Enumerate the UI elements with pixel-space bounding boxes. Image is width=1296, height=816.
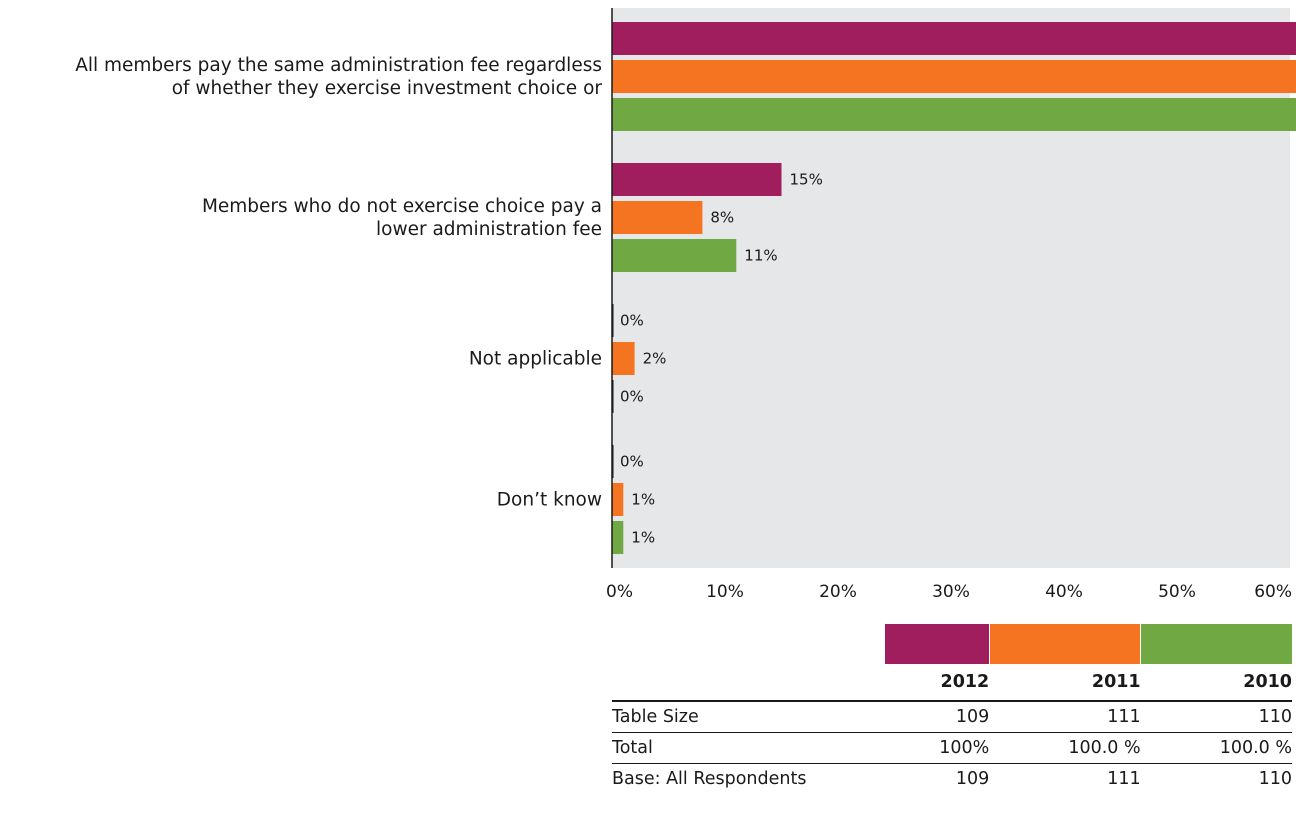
data-label-2012-cat2: 0% bbox=[620, 312, 644, 330]
data-label-2010-cat2: 0% bbox=[620, 388, 644, 406]
table-header-blank bbox=[612, 664, 885, 702]
cell-base-2010: 110 bbox=[1258, 769, 1292, 789]
table-row: Table Size 109 111 110 bbox=[612, 701, 1292, 733]
x-tick-label-1: 10% bbox=[706, 582, 744, 600]
x-tick-label-3: 30% bbox=[932, 582, 970, 600]
cell-base-2011: 111 bbox=[1107, 769, 1141, 789]
cell-total-2010: 100.0 % bbox=[1140, 732, 1292, 764]
bar-2011-cat1 bbox=[612, 201, 703, 234]
bar-2011-cat0 bbox=[612, 60, 1296, 93]
table-row: Base: All Respondents 109 111 110 bbox=[612, 764, 1292, 795]
category-label-3-line0: Don’t know bbox=[497, 490, 602, 511]
table-header-2012: 2012 bbox=[884, 664, 990, 702]
cell-table-size-2012: 109 bbox=[884, 701, 990, 733]
x-tick-label-6: 60% bbox=[1254, 582, 1292, 600]
data-label-2012-cat1: 15% bbox=[790, 171, 823, 189]
cell-base-2012: 109 bbox=[955, 769, 990, 789]
table-header-row: 2012 2011 2010 bbox=[612, 664, 1292, 702]
data-label-2011-cat2: 2% bbox=[643, 350, 667, 368]
data-label-2012-cat3: 0% bbox=[620, 453, 644, 471]
category-label-0-line0: All members pay the same administration … bbox=[75, 55, 602, 76]
cell-total-2011: 100.0 % bbox=[989, 732, 1141, 764]
data-label-2011-cat1: 8% bbox=[710, 209, 734, 227]
bar-2010-cat0 bbox=[612, 98, 1296, 131]
row-label-table-size: Table Size bbox=[612, 701, 885, 733]
cell-table-size-2010: 110 bbox=[1140, 701, 1292, 733]
cell-table-size-2011: 111 bbox=[989, 701, 1141, 733]
legend-swatch-row bbox=[612, 624, 1292, 664]
row-label-total: Total bbox=[612, 732, 885, 764]
bar-2011-cat2 bbox=[612, 342, 635, 375]
legend-table: 2012 2011 2010 Table Size 109 111 110 To… bbox=[612, 624, 1292, 794]
category-label-0-line1: of whether they exercise investment choi… bbox=[172, 78, 603, 99]
table-header-2010: 2010 bbox=[1140, 664, 1292, 702]
table-row: Total 100% 100.0 % 100.0 % bbox=[612, 732, 1292, 764]
bar-2012-cat0 bbox=[612, 22, 1296, 55]
data-label-2010-cat3: 1% bbox=[631, 529, 655, 547]
x-tick-label-2: 20% bbox=[819, 582, 857, 600]
category-label-2-line0: Not applicable bbox=[469, 349, 602, 370]
x-tick-label-4: 40% bbox=[1045, 582, 1083, 600]
legend-swatch-2012 bbox=[884, 624, 990, 664]
x-tick-label-5: 50% bbox=[1158, 582, 1196, 600]
x-tick-label-0: 0% bbox=[606, 582, 633, 600]
category-label-1-line1: lower administration fee bbox=[376, 219, 602, 240]
cell-total-2012: 100% bbox=[884, 732, 990, 764]
legend-swatch-2010 bbox=[1140, 624, 1292, 664]
legend-spacer bbox=[612, 624, 885, 664]
bar-2011-cat3 bbox=[612, 483, 624, 516]
table-header-2011: 2011 bbox=[989, 664, 1141, 702]
data-label-2011-cat3: 1% bbox=[631, 491, 655, 509]
bar-2010-cat1 bbox=[612, 239, 737, 272]
category-label-1-line0: Members who do not exercise choice pay a bbox=[202, 196, 602, 217]
bar-2010-cat3 bbox=[612, 521, 624, 554]
legend-swatch-2011 bbox=[988, 624, 1141, 664]
data-label-2010-cat1: 11% bbox=[744, 247, 777, 265]
bar-2012-cat1 bbox=[612, 163, 782, 196]
bar-chart: 85%89%88%15%8%11%0%2%0%0%1%1% All member… bbox=[75, 8, 1296, 600]
row-label-base: Base: All Respondents bbox=[612, 769, 807, 789]
